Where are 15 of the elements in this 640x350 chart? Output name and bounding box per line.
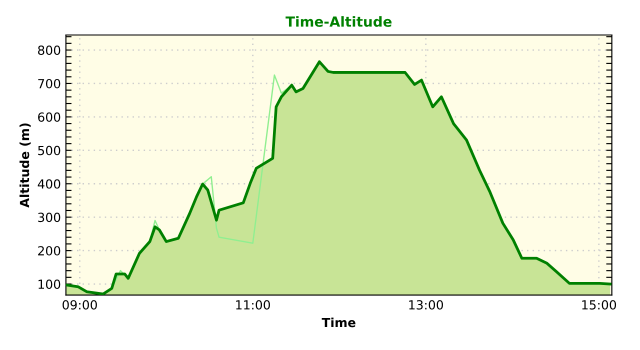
y-tick-label: 500 xyxy=(38,146,60,156)
y-tick-label: 800 xyxy=(38,46,60,55)
x-tick-label: 09:00 xyxy=(62,300,97,310)
y-tick-label: 300 xyxy=(38,212,60,222)
y-axis-title: Altitude (m) xyxy=(20,123,31,208)
x-tick-label: 11:00 xyxy=(236,300,270,310)
y-tick-label: 600 xyxy=(38,112,60,122)
y-tick-label: 400 xyxy=(38,179,60,189)
x-axis-title: Time xyxy=(322,318,356,328)
chart-title: Time-Altitude xyxy=(286,16,392,27)
x-tick-label: 15:00 xyxy=(582,300,616,310)
x-tick-label: 13:00 xyxy=(409,300,444,310)
y-tick-label: 200 xyxy=(38,246,60,256)
y-tick-label: 700 xyxy=(38,78,60,88)
y-tick-label: 100 xyxy=(38,279,60,289)
